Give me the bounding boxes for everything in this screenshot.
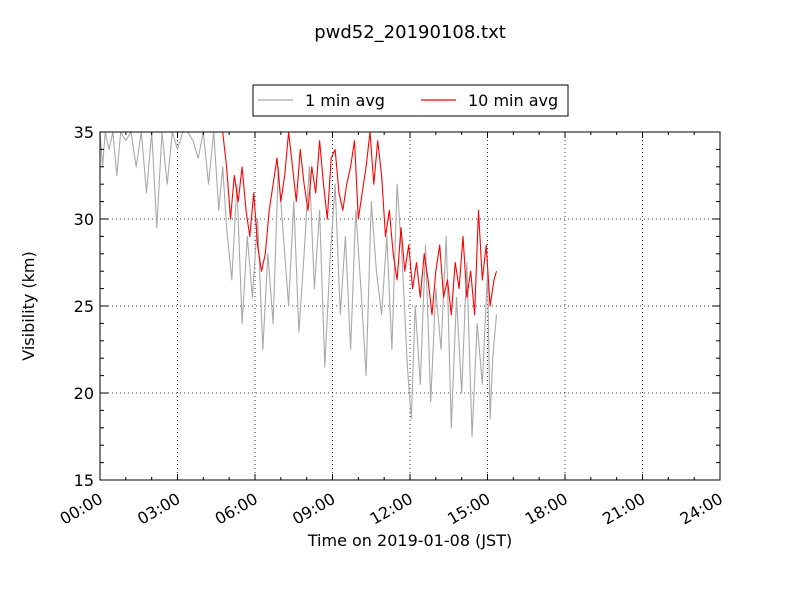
y-tick-label: 20 <box>74 384 94 403</box>
legend-frame <box>252 84 569 117</box>
y-tick-label: 35 <box>74 123 94 142</box>
y-tick-label: 30 <box>74 210 94 229</box>
grid <box>100 132 720 480</box>
series-layer <box>99 131 498 438</box>
plot-area <box>99 131 721 481</box>
series-line-10-min-avg <box>222 131 498 316</box>
legend-label-10-min-avg: 10 min avg <box>468 91 558 110</box>
chart-title: pwd52_20190108.txt <box>314 22 506 43</box>
y-tick-label: 25 <box>74 297 94 316</box>
legend: 1 min avg 10 min avg <box>252 84 569 117</box>
legend-label-1-min-avg: 1 min avg <box>305 91 385 110</box>
ticks <box>99 131 721 481</box>
series-line-1-min-avg <box>99 131 498 438</box>
y-axis-title: Visibility (km) <box>19 251 38 360</box>
y-tick-label: 15 <box>74 471 94 490</box>
x-axis-title: Time on 2019-01-08 (JST) <box>307 531 512 550</box>
